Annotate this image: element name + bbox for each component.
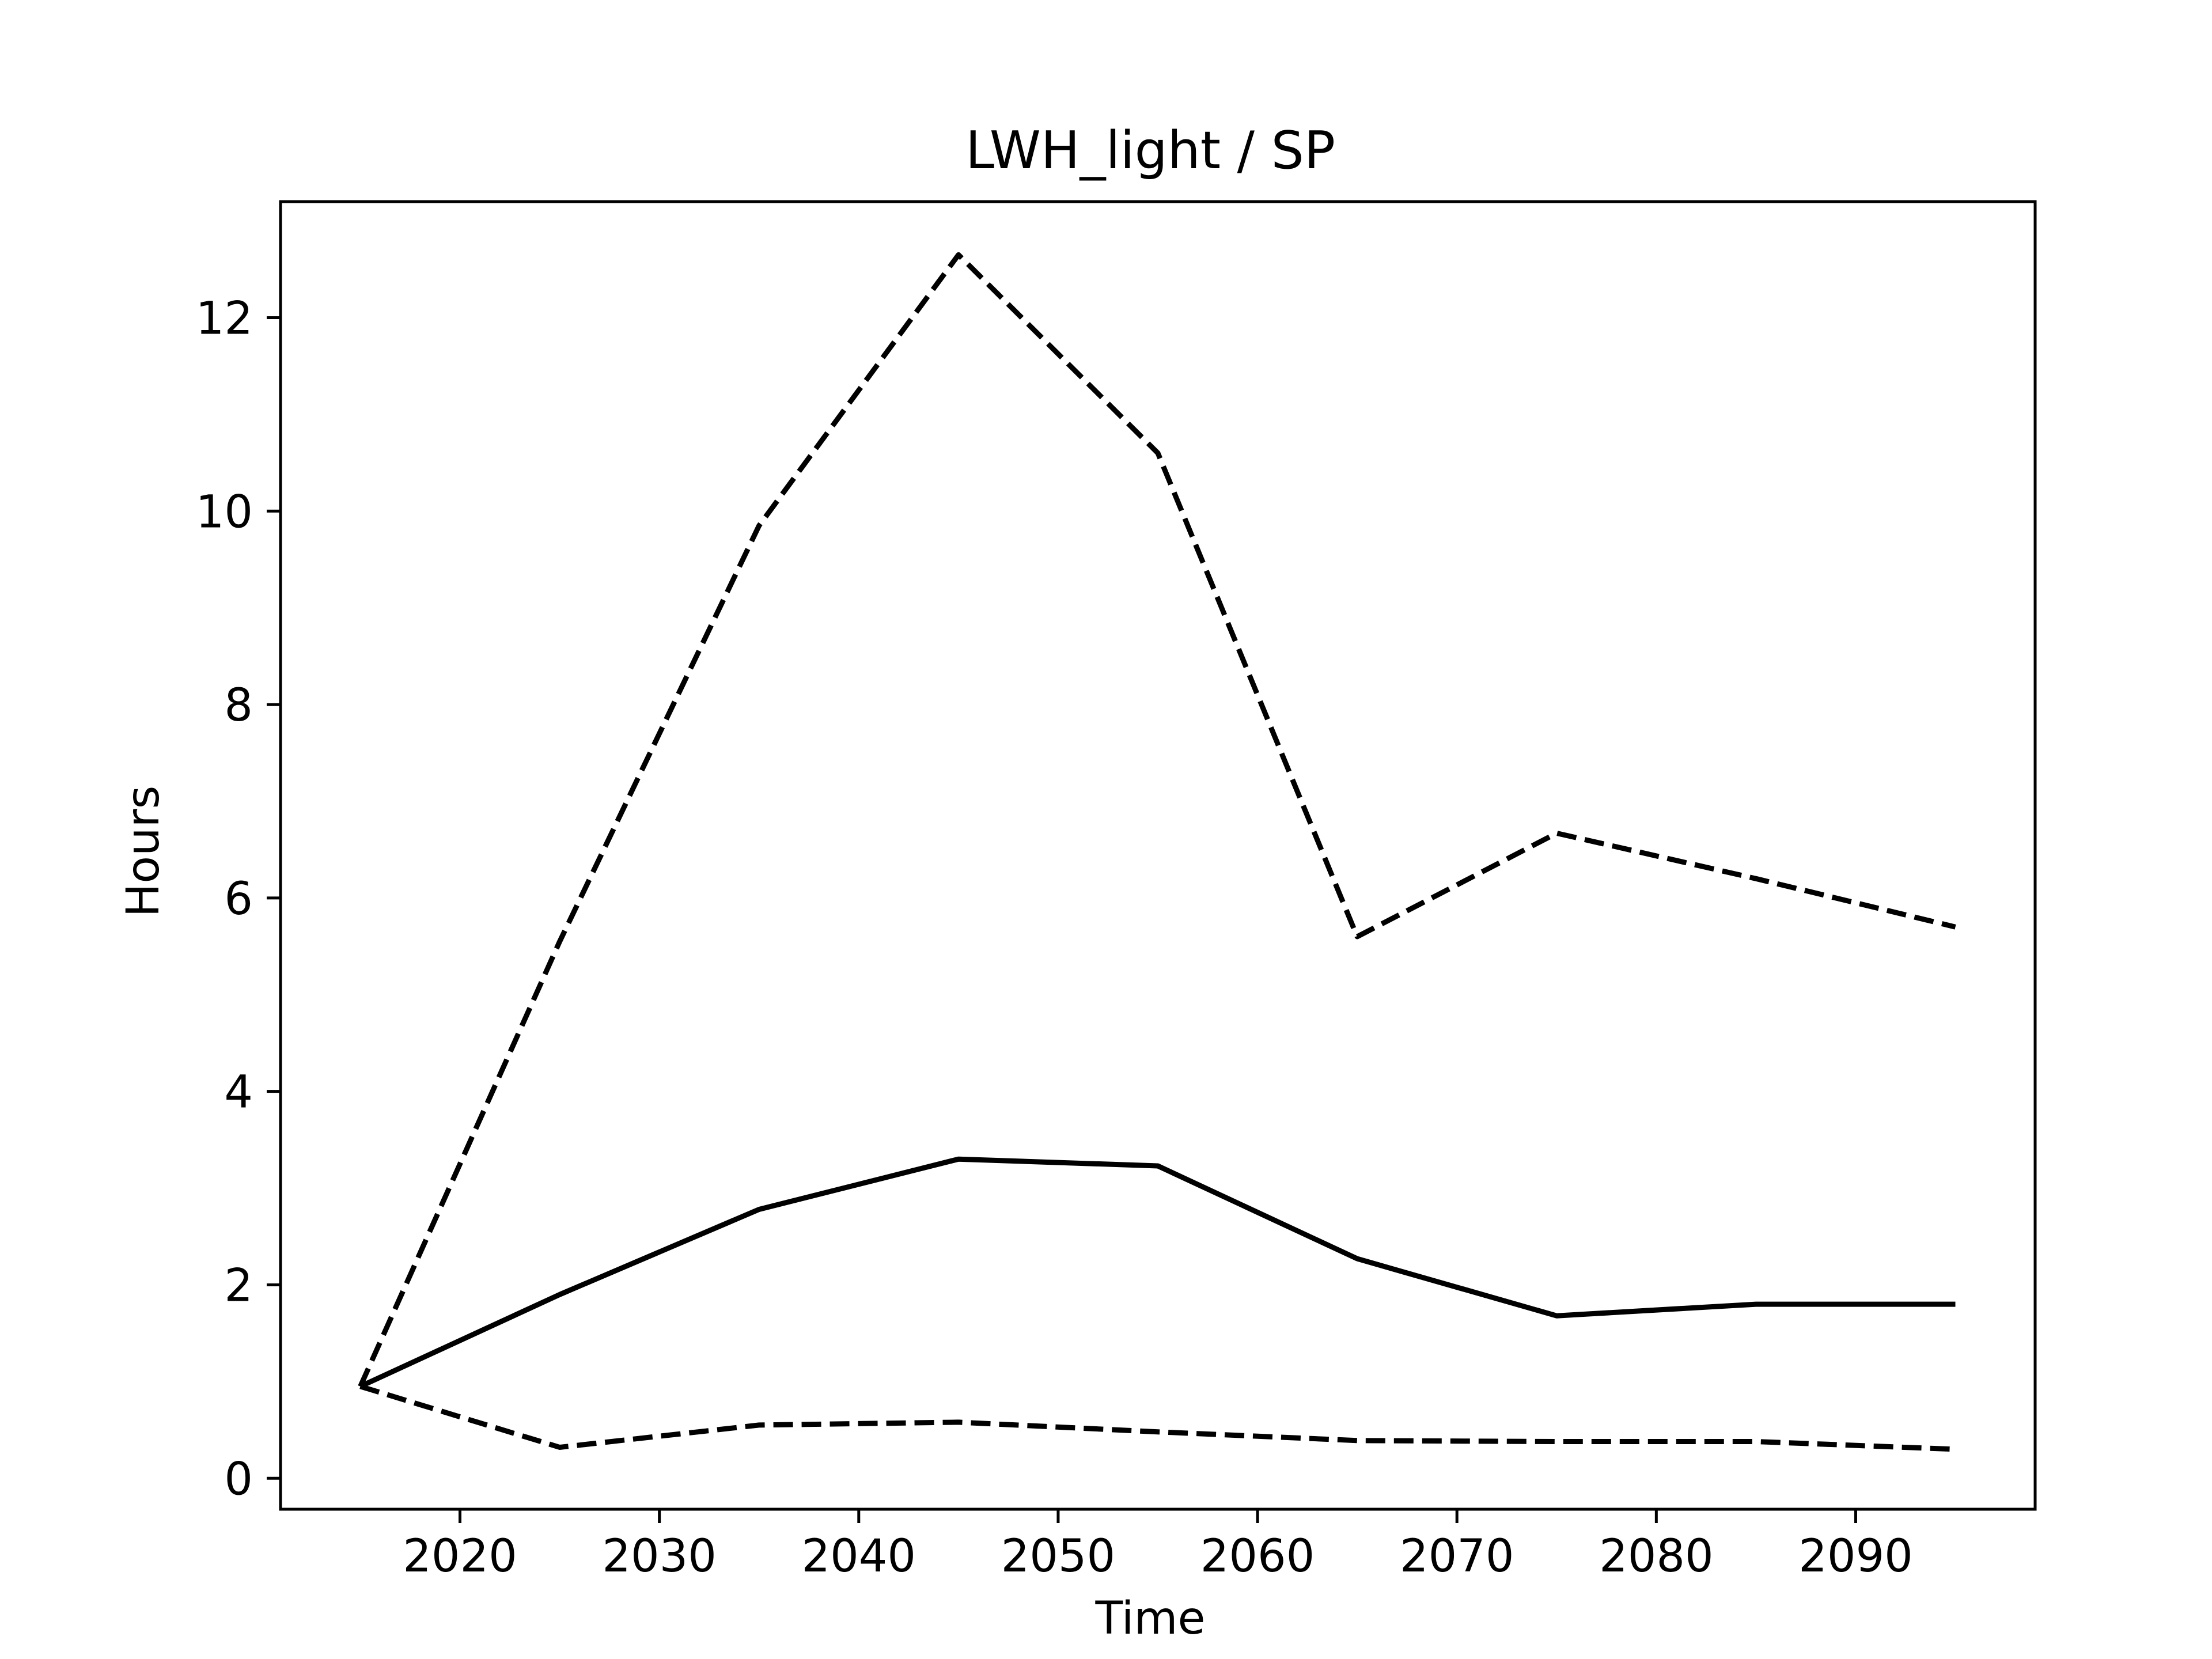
y-tick-label: 0 — [224, 1453, 253, 1505]
x-tick-label: 2090 — [1798, 1531, 1913, 1582]
x-tick-label: 2070 — [1400, 1531, 1514, 1582]
x-tick-label: 2080 — [1599, 1531, 1714, 1582]
y-tick-label: 4 — [224, 1067, 253, 1119]
y-tick-label: 8 — [224, 680, 253, 732]
x-tick-label: 2030 — [602, 1531, 717, 1582]
x-tick-label: 2040 — [802, 1531, 916, 1582]
median-line — [359, 1156, 1956, 1389]
plot-frame — [279, 200, 2037, 1511]
x-axis-ticks: 2020 2030 2040 2050 2060 2070 2080 2090 — [403, 1509, 1913, 1582]
upper-bound-line — [358, 252, 1956, 1388]
chart-title: LWH_light / SP — [965, 120, 1335, 181]
y-tick-label: 6 — [224, 873, 253, 925]
y-axis-ticks: 0 2 4 6 8 10 12 — [196, 293, 281, 1505]
y-tick-label: 2 — [224, 1260, 253, 1312]
x-tick-label: 2060 — [1200, 1531, 1315, 1582]
lower-bound-line — [359, 1384, 1956, 1452]
series-layer — [358, 252, 1956, 1452]
x-axis-label: Time — [1095, 1593, 1206, 1645]
y-axis-label: Hours — [118, 786, 169, 918]
x-tick-label: 2020 — [403, 1531, 517, 1582]
y-tick-label: 10 — [196, 486, 253, 538]
x-tick-label: 2050 — [1001, 1531, 1116, 1582]
y-tick-label: 12 — [196, 293, 253, 344]
